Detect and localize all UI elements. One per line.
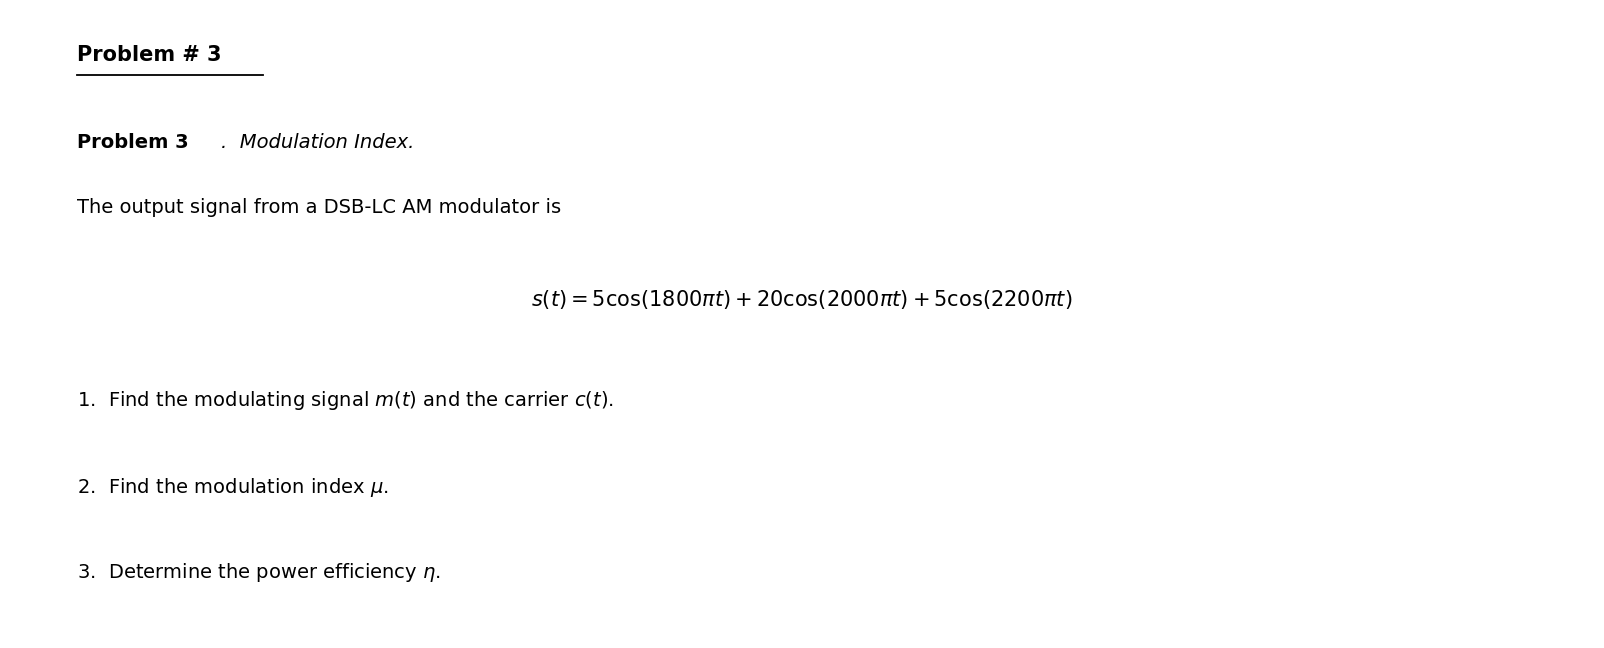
Text: Problem 3: Problem 3 xyxy=(77,133,189,152)
Text: 1.  Find the modulating signal $m(t)$ and the carrier $c(t)$.: 1. Find the modulating signal $m(t)$ and… xyxy=(77,389,614,411)
Text: 3.  Determine the power efficiency $\eta$.: 3. Determine the power efficiency $\eta$… xyxy=(77,561,441,583)
Text: $s(t) = 5\cos(1800\pi t) + 20\cos(2000\pi t) + 5\cos(2200\pi t)$: $s(t) = 5\cos(1800\pi t) + 20\cos(2000\p… xyxy=(531,288,1073,311)
Text: The output signal from a DSB-LC AM modulator is: The output signal from a DSB-LC AM modul… xyxy=(77,198,561,216)
Text: 2.  Find the modulation index $\mu$.: 2. Find the modulation index $\mu$. xyxy=(77,476,388,499)
Text: .  Modulation Index.: . Modulation Index. xyxy=(221,133,414,152)
Text: Problem # 3: Problem # 3 xyxy=(77,45,221,65)
